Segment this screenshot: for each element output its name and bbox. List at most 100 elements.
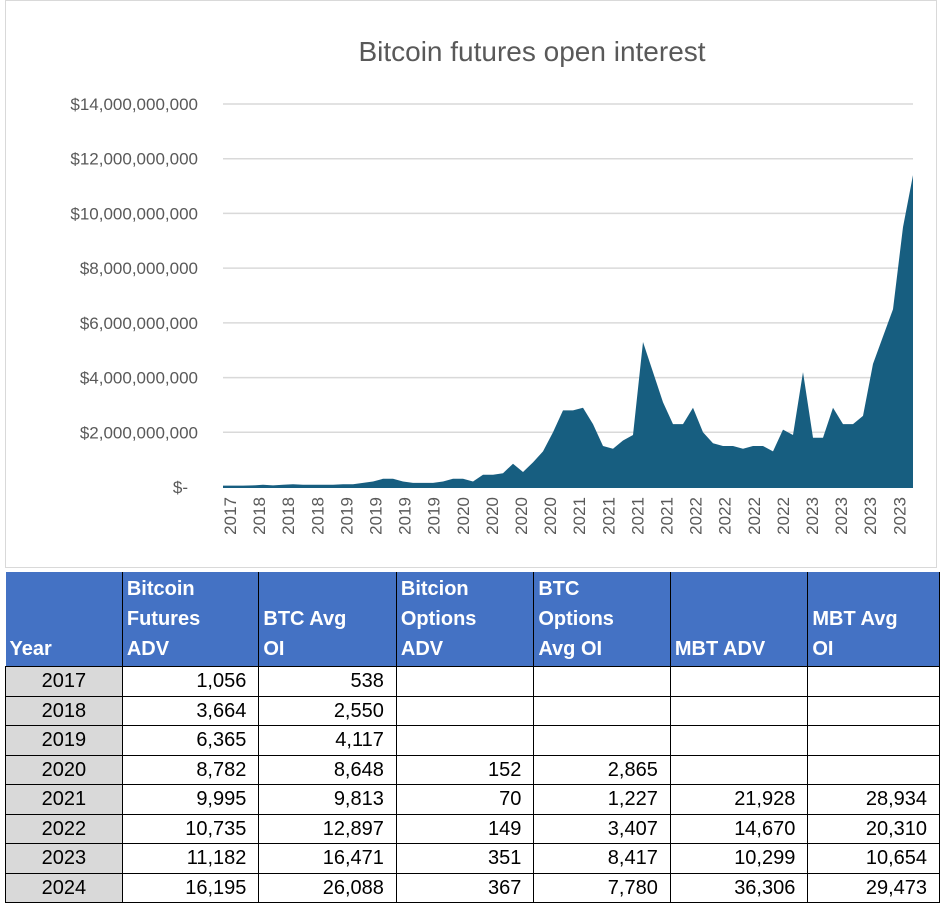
value-cell <box>533 725 671 756</box>
value-cell: 70 <box>395 784 535 815</box>
value-cell: 2,550 <box>258 695 397 726</box>
year-cell: 2024 <box>5 872 123 903</box>
year-cell: 2020 <box>5 754 123 785</box>
table-row: 2021 9,995 9,813 70 1,227 21,928 28,934 <box>5 784 940 815</box>
year-cell: 2023 <box>5 843 123 874</box>
value-cell: 3,664 <box>121 695 260 726</box>
value-cell: 367 <box>395 872 535 903</box>
value-cell <box>395 666 535 697</box>
value-cell: 3,407 <box>533 813 671 844</box>
column-header: MBT ADV <box>670 572 809 667</box>
header-line: Futures <box>126 608 201 630</box>
table-row: 2018 3,664 2,550 <box>5 695 940 726</box>
column-header: BTC Avg OI <box>258 572 397 667</box>
table-row: 2020 8,782 8,648 152 2,865 <box>5 754 940 785</box>
value-cell: 1,227 <box>533 784 671 815</box>
value-cell: 16,471 <box>258 843 397 874</box>
value-cell: 26,088 <box>258 872 397 903</box>
column-header: Bitcoin Futures ADV <box>122 572 260 667</box>
table-row: 2019 6,365 4,117 <box>5 725 940 756</box>
value-cell: 351 <box>395 843 535 874</box>
x-tick-label: 2023 <box>803 497 822 535</box>
y-tick-label: $2,000,000,000 <box>80 423 198 442</box>
x-tick-label: 2018 <box>308 497 327 535</box>
header-line: MBT ADV <box>674 638 766 660</box>
header-line: OI <box>263 638 285 660</box>
value-cell: 11,182 <box>121 843 260 874</box>
x-tick-label: 2021 <box>628 497 647 535</box>
x-tick-label: 2023 <box>890 497 909 535</box>
value-cell: 9,995 <box>121 784 260 815</box>
y-tick-label: $- <box>173 478 188 497</box>
table-row: 2017 1,056 538 <box>5 666 940 697</box>
value-cell: 28,934 <box>807 784 940 815</box>
value-cell: 10,735 <box>121 813 260 844</box>
value-cell: 14,670 <box>669 813 809 844</box>
value-cell: 29,473 <box>807 872 940 903</box>
header-line: OI <box>812 638 834 660</box>
x-tick-label: 2020 <box>512 497 531 535</box>
column-header: Bitcion Options ADV <box>396 572 535 667</box>
x-tick-label: 2018 <box>279 497 298 535</box>
value-cell: 7,780 <box>533 872 671 903</box>
open-interest-chart: Bitcoin futures open interest $- $2,000,0… <box>70 36 913 535</box>
open-interest-area <box>223 175 913 487</box>
header-line: Options <box>538 608 614 630</box>
value-cell <box>533 695 671 726</box>
year-cell: 2018 <box>5 695 123 726</box>
y-tick-label: $6,000,000,000 <box>80 314 198 333</box>
y-tick-label: $14,000,000,000 <box>70 95 198 114</box>
chart-container: Bitcoin futures open interest $- $2,000,0… <box>5 0 937 568</box>
value-cell: 10,299 <box>669 843 809 874</box>
year-cell: 2022 <box>5 813 123 844</box>
header-line: Options <box>400 608 477 630</box>
value-cell <box>669 754 809 785</box>
value-cell: 538 <box>258 666 397 697</box>
x-tick-label: 2021 <box>658 497 677 535</box>
x-tick-label: 2020 <box>541 497 560 535</box>
x-tick-label: 2019 <box>425 497 444 535</box>
x-tick-label: 2022 <box>745 497 764 535</box>
header-line: Bitcion <box>400 578 469 600</box>
column-header: BTC Options Avg OI <box>533 572 671 667</box>
value-cell <box>395 695 535 726</box>
value-cell: 6,365 <box>121 725 260 756</box>
x-tick-label: 2019 <box>396 497 415 535</box>
header-line: Avg OI <box>538 638 603 660</box>
column-header: MBT Avg OI <box>807 572 940 667</box>
value-cell: 36,306 <box>669 872 809 903</box>
value-cell <box>533 666 671 697</box>
x-tick-label: 2021 <box>599 497 618 535</box>
value-cell <box>807 666 940 697</box>
year-cell: 2021 <box>5 784 123 815</box>
volume-table: Year Bitcoin Futures ADV BTC Avg OI Bitcion Opt… <box>5 572 940 903</box>
table-row: 2022 10,735 12,897 149 3,407 14,670 20,310 <box>5 813 940 844</box>
value-cell: 20,310 <box>807 813 940 844</box>
x-tick-label: 2019 <box>337 497 356 535</box>
value-cell <box>669 695 809 726</box>
value-cell <box>807 754 940 785</box>
year-cell: 2017 <box>5 666 123 697</box>
value-cell <box>807 725 940 756</box>
header-line: Bitcoin <box>126 578 195 600</box>
x-tick-label: 2023 <box>832 497 851 535</box>
year-cell: 2019 <box>5 725 123 756</box>
value-cell: 10,654 <box>807 843 940 874</box>
value-cell: 21,928 <box>669 784 809 815</box>
header-line: Year <box>9 638 52 660</box>
y-tick-label: $4,000,000,000 <box>80 369 198 388</box>
value-cell: 152 <box>395 754 535 785</box>
value-cell: 2,865 <box>533 754 671 785</box>
header-line: BTC Avg <box>263 608 347 630</box>
value-cell: 1,056 <box>121 666 260 697</box>
header-line: ADV <box>400 638 444 660</box>
x-tick-label: 2017 <box>221 497 240 535</box>
x-tick-label: 2020 <box>454 497 473 535</box>
y-tick-label: $12,000,000,000 <box>70 150 198 169</box>
x-tick-label: 2022 <box>716 497 735 535</box>
x-tick-label: 2022 <box>774 497 793 535</box>
header-line: ADV <box>126 638 170 660</box>
value-cell: 4,117 <box>258 725 397 756</box>
y-tick-label: $8,000,000,000 <box>80 259 198 278</box>
value-cell: 12,897 <box>258 813 397 844</box>
